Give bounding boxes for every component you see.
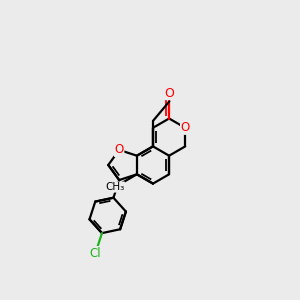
Text: O: O: [164, 86, 174, 100]
Text: O: O: [115, 143, 124, 157]
Text: O: O: [181, 121, 190, 134]
Text: CH₃: CH₃: [105, 182, 124, 192]
Text: Cl: Cl: [90, 247, 101, 260]
